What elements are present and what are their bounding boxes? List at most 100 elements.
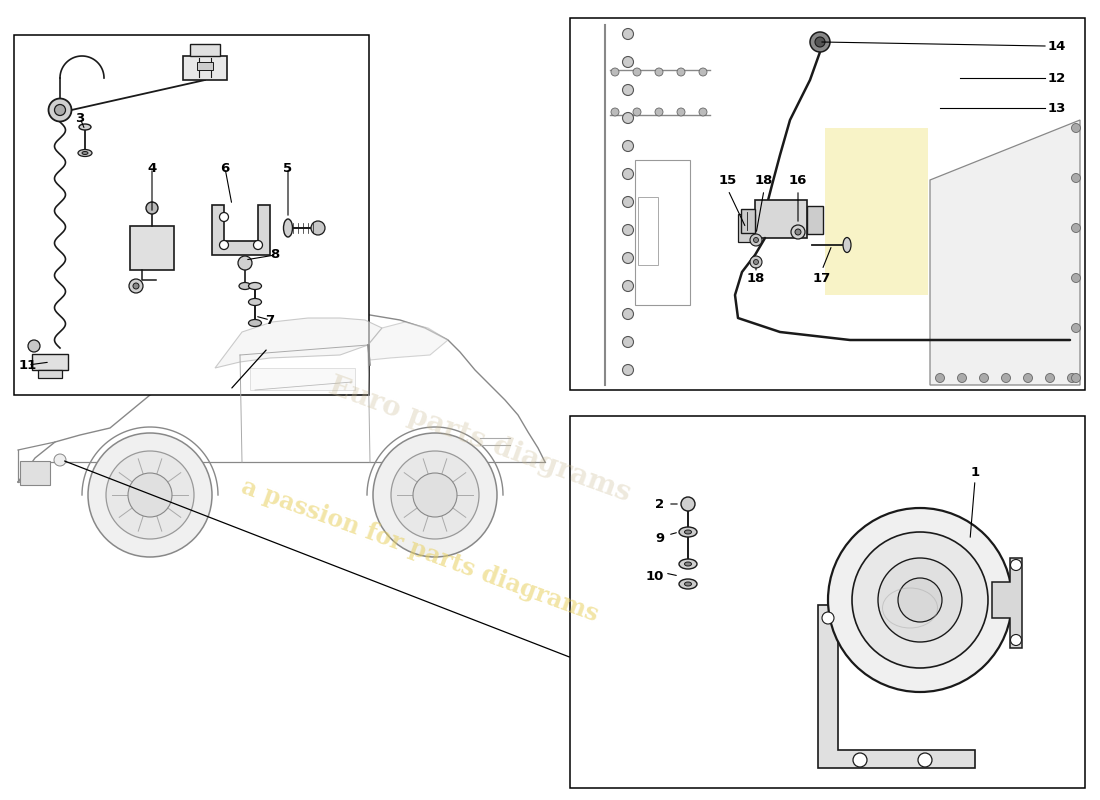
Ellipse shape bbox=[239, 282, 251, 290]
Polygon shape bbox=[368, 322, 448, 360]
Circle shape bbox=[1071, 274, 1080, 282]
Bar bbox=[14, 35, 368, 395]
Bar bbox=[197, 62, 213, 70]
Polygon shape bbox=[214, 318, 382, 368]
Circle shape bbox=[412, 473, 456, 517]
Bar bbox=[807, 206, 823, 234]
Bar bbox=[755, 200, 807, 238]
Circle shape bbox=[898, 578, 942, 622]
Ellipse shape bbox=[679, 527, 697, 537]
Circle shape bbox=[852, 753, 867, 767]
Circle shape bbox=[623, 85, 634, 95]
Circle shape bbox=[828, 508, 1012, 692]
Circle shape bbox=[754, 259, 759, 265]
Text: 4: 4 bbox=[147, 162, 156, 174]
Bar bbox=[570, 416, 1085, 788]
Ellipse shape bbox=[679, 579, 697, 589]
Text: 17: 17 bbox=[813, 271, 832, 285]
Circle shape bbox=[654, 108, 663, 116]
Circle shape bbox=[311, 221, 324, 235]
Circle shape bbox=[623, 309, 634, 319]
Circle shape bbox=[128, 473, 172, 517]
Bar bbox=[130, 226, 174, 270]
Ellipse shape bbox=[82, 151, 88, 154]
Polygon shape bbox=[992, 558, 1022, 648]
Circle shape bbox=[815, 37, 825, 47]
Ellipse shape bbox=[78, 150, 92, 157]
Circle shape bbox=[623, 113, 634, 123]
Text: 8: 8 bbox=[271, 249, 279, 262]
Text: 12: 12 bbox=[1048, 71, 1066, 85]
Bar bbox=[183, 56, 227, 80]
Text: 2: 2 bbox=[656, 498, 664, 510]
Bar bbox=[738, 214, 755, 242]
Ellipse shape bbox=[79, 124, 91, 130]
Polygon shape bbox=[818, 605, 975, 768]
Circle shape bbox=[623, 57, 634, 67]
Text: 5: 5 bbox=[284, 162, 293, 174]
Circle shape bbox=[623, 169, 634, 179]
Ellipse shape bbox=[249, 319, 262, 326]
Bar bbox=[190, 44, 220, 56]
Circle shape bbox=[632, 68, 641, 76]
Text: 18: 18 bbox=[747, 271, 766, 285]
Bar bbox=[570, 18, 1085, 390]
Bar bbox=[741, 209, 755, 233]
Circle shape bbox=[373, 433, 497, 557]
Circle shape bbox=[791, 225, 805, 239]
Circle shape bbox=[979, 374, 989, 382]
Circle shape bbox=[1011, 634, 1022, 646]
Circle shape bbox=[1071, 374, 1080, 382]
Polygon shape bbox=[212, 205, 270, 255]
Circle shape bbox=[238, 256, 252, 270]
Circle shape bbox=[1067, 374, 1077, 382]
Text: a passion for parts diagrams: a passion for parts diagrams bbox=[238, 474, 602, 626]
Bar bbox=[39, 370, 62, 378]
Circle shape bbox=[623, 197, 634, 207]
Circle shape bbox=[1071, 174, 1080, 182]
Ellipse shape bbox=[249, 282, 262, 290]
Circle shape bbox=[88, 433, 212, 557]
Bar bbox=[635, 160, 690, 305]
Text: 9: 9 bbox=[656, 531, 664, 545]
Circle shape bbox=[253, 241, 263, 250]
Circle shape bbox=[28, 340, 40, 352]
Ellipse shape bbox=[284, 219, 293, 237]
Circle shape bbox=[1023, 374, 1033, 382]
Text: 16: 16 bbox=[789, 174, 807, 186]
Circle shape bbox=[623, 365, 634, 375]
Circle shape bbox=[610, 108, 619, 116]
Circle shape bbox=[750, 234, 762, 246]
Circle shape bbox=[918, 753, 932, 767]
Circle shape bbox=[698, 108, 707, 116]
Ellipse shape bbox=[679, 559, 697, 569]
Circle shape bbox=[623, 29, 634, 39]
Text: 10: 10 bbox=[646, 570, 664, 582]
Circle shape bbox=[129, 279, 143, 293]
Circle shape bbox=[106, 451, 194, 539]
Text: 1: 1 bbox=[970, 466, 980, 478]
Ellipse shape bbox=[843, 238, 851, 253]
Bar bbox=[32, 354, 68, 370]
Circle shape bbox=[754, 238, 759, 242]
Circle shape bbox=[852, 532, 988, 668]
Circle shape bbox=[632, 108, 641, 116]
Circle shape bbox=[54, 454, 66, 466]
Text: 11: 11 bbox=[19, 358, 37, 371]
Bar bbox=[20, 461, 50, 485]
Circle shape bbox=[935, 374, 945, 382]
Text: 14: 14 bbox=[1048, 39, 1066, 53]
Circle shape bbox=[1011, 559, 1022, 570]
Circle shape bbox=[676, 108, 685, 116]
Text: 13: 13 bbox=[1048, 102, 1066, 114]
Circle shape bbox=[623, 337, 634, 347]
Circle shape bbox=[878, 558, 962, 642]
Circle shape bbox=[810, 32, 830, 52]
Circle shape bbox=[146, 202, 158, 214]
Circle shape bbox=[133, 283, 139, 289]
Circle shape bbox=[676, 68, 685, 76]
Text: 18: 18 bbox=[755, 174, 773, 186]
Circle shape bbox=[48, 98, 72, 122]
Circle shape bbox=[220, 241, 229, 250]
Circle shape bbox=[1001, 374, 1011, 382]
